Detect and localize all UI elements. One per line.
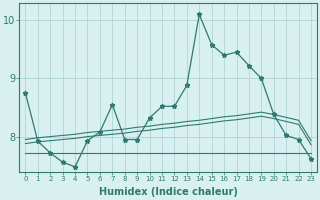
X-axis label: Humidex (Indice chaleur): Humidex (Indice chaleur) — [99, 187, 238, 197]
